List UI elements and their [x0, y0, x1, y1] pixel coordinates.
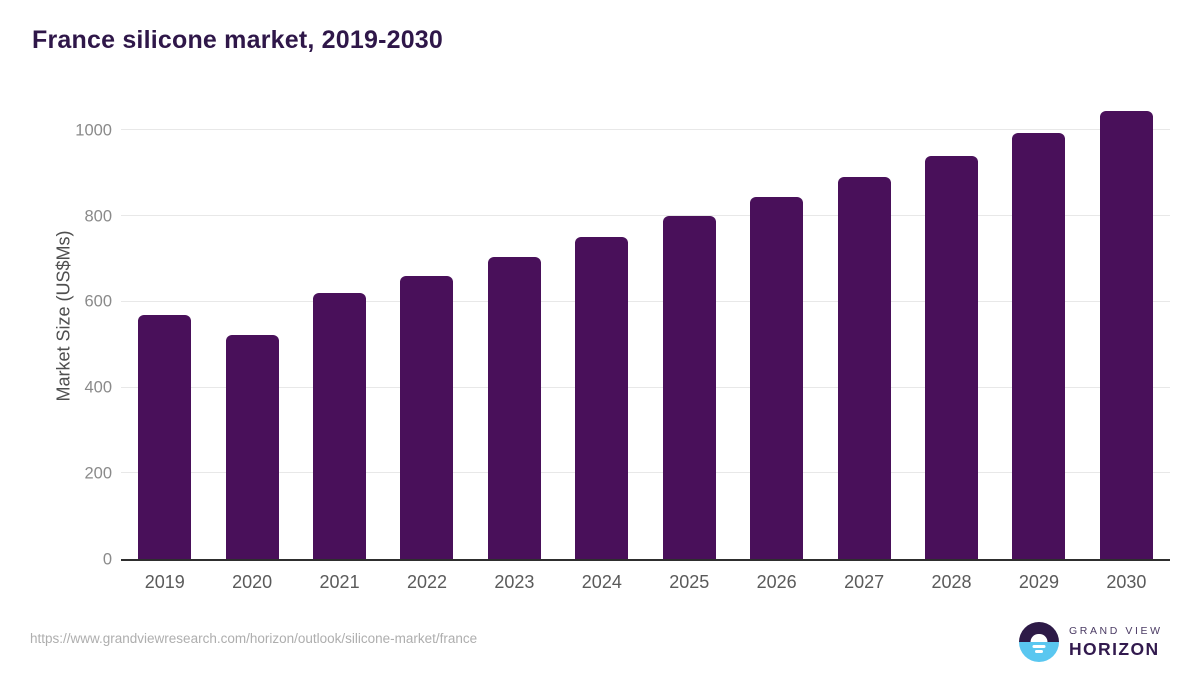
gridline-400 [121, 386, 1170, 388]
bar-2030[interactable] [1099, 111, 1153, 559]
gridline-200 [121, 472, 1170, 474]
x-tick-label-2022: 2022 [406, 572, 447, 592]
bar-slot-2020 [208, 90, 295, 559]
logo-sky-half [1019, 622, 1059, 642]
y-tick-label-600: 600 [84, 292, 112, 311]
bar-2028[interactable] [925, 155, 978, 559]
gridline-600 [121, 300, 1170, 302]
bar-slot-2025 [646, 90, 733, 559]
chart-title: France silicone market, 2019-2030 [32, 26, 444, 54]
logo-sun-icon [1030, 634, 1048, 642]
x-tick-label-2020: 2020 [232, 572, 273, 592]
logo-product-name: HORIZON [1069, 638, 1160, 659]
x-axis-tick-labels: 2019 2020 2021 2022 2023 2024 2025 2026 2027 2028… [121, 572, 1170, 593]
bar-2022[interactable] [400, 275, 454, 559]
bar-slot-2030 [1083, 90, 1170, 559]
logo-reflection-line-2 [1035, 650, 1043, 653]
gridline-800 [121, 215, 1170, 217]
x-tick-label-2028: 2028 [931, 572, 972, 592]
y-tick-label-200: 200 [84, 464, 112, 483]
brand-logo: GRAND VIEW HORIZON [1019, 622, 1163, 662]
x-tick-label-2021: 2021 [319, 572, 360, 592]
x-tick-label-2030: 2030 [1106, 572, 1147, 592]
x-tick-label-2027: 2027 [844, 572, 885, 592]
gridline-1000 [121, 129, 1170, 131]
bar-slot-2029 [995, 90, 1082, 559]
grand-view-horizon-logo-icon [1019, 622, 1059, 662]
bar-2023[interactable] [487, 256, 541, 559]
source-url: https://www.grandviewresearch.com/horizo… [30, 631, 478, 646]
x-tick-label-2019: 2019 [144, 572, 185, 592]
bar-2027[interactable] [837, 176, 891, 559]
plot-area [121, 90, 1170, 561]
y-tick-label-800: 800 [84, 206, 112, 225]
logo-text: GRAND VIEW HORIZON [1069, 625, 1163, 660]
x-tick-label-2029: 2029 [1018, 572, 1059, 592]
bar-2021[interactable] [313, 293, 367, 559]
y-axis-tick-labels: 0 200 400 600 800 1000 [0, 90, 112, 567]
bar-series [121, 90, 1170, 559]
bar-2024[interactable] [575, 237, 629, 559]
y-tick-label-1000: 1000 [75, 121, 112, 140]
x-tick-label-2024: 2024 [581, 572, 622, 592]
bar-2020[interactable] [225, 335, 279, 559]
logo-reflection-line-1 [1032, 644, 1046, 648]
bar-2026[interactable] [750, 196, 804, 559]
bar-slot-2022 [383, 90, 470, 559]
gridlines [121, 90, 1170, 559]
x-tick-label-2023: 2023 [494, 572, 535, 592]
bar-2019[interactable] [138, 314, 192, 559]
bar-slot-2023 [471, 90, 558, 559]
x-tick-label-2025: 2025 [669, 572, 710, 592]
bar-slot-2021 [296, 90, 383, 559]
bar-slot-2027 [820, 90, 907, 559]
bar-2025[interactable] [662, 216, 716, 559]
bar-slot-2026 [733, 90, 820, 559]
bar-slot-2019 [121, 90, 208, 559]
bar-slot-2024 [558, 90, 645, 559]
logo-brand-name: GRAND VIEW [1069, 624, 1163, 637]
y-tick-label-0: 0 [102, 549, 112, 568]
bar-slot-2028 [908, 90, 995, 559]
x-tick-label-2026: 2026 [756, 572, 797, 592]
y-tick-label-400: 400 [84, 378, 112, 397]
bar-2029[interactable] [1012, 133, 1066, 559]
